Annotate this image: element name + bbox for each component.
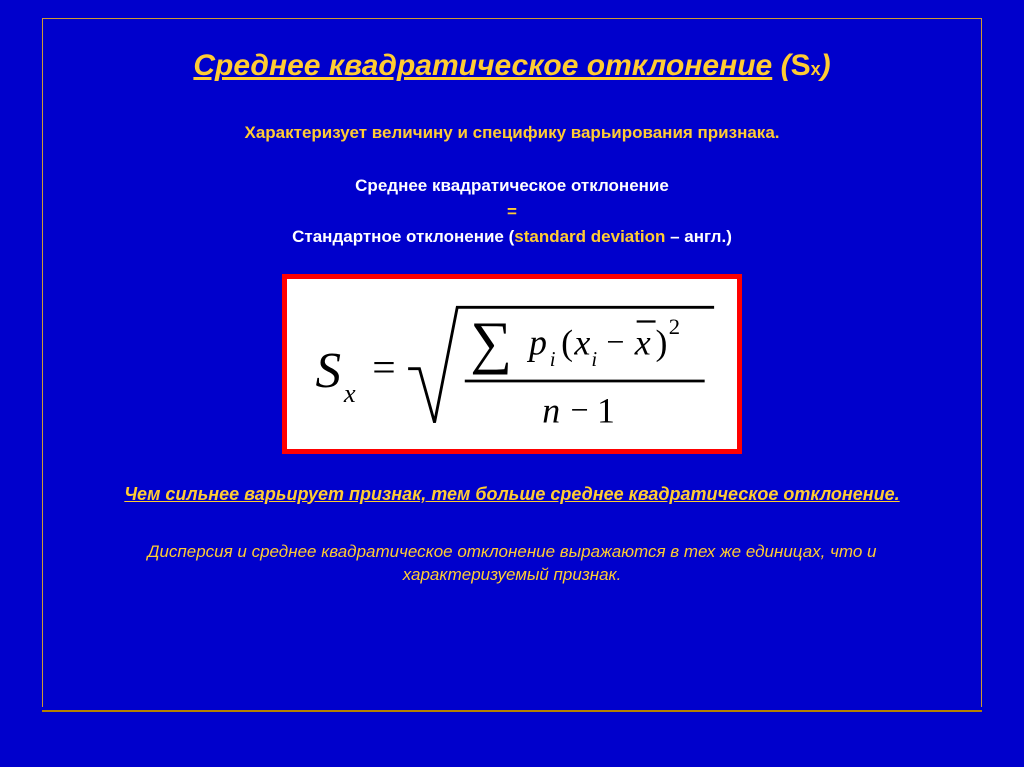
- formula-xi-sub: i: [591, 347, 597, 370]
- formula-n: n: [542, 390, 560, 430]
- formula-svg: S x = ∑ p i ( x i − x ) 2: [287, 279, 737, 449]
- formula-S-sub: x: [343, 377, 356, 407]
- title-symbol: S: [791, 49, 811, 82]
- formula-open: (: [561, 322, 573, 362]
- formula-p-sub: i: [550, 347, 556, 370]
- formula-box: S x = ∑ p i ( x i − x ) 2: [282, 274, 742, 454]
- sigma-icon: ∑: [470, 310, 512, 375]
- formula-xbar: x: [634, 322, 651, 362]
- def-line2-prefix: Стандартное отклонение (: [292, 227, 514, 246]
- formula-equals: =: [372, 344, 395, 390]
- definition-block: Среднее квадратическое отклонение = Стан…: [63, 173, 961, 250]
- note-text: Дисперсия и среднее квадратическое откло…: [63, 540, 961, 588]
- def-line2-yellow: standard deviation: [514, 227, 665, 246]
- subtitle: Характеризует величину и специфику варьи…: [63, 123, 961, 143]
- formula-xi: x: [573, 322, 590, 362]
- formula-one: 1: [597, 390, 615, 430]
- formula-minus-num: −: [606, 323, 624, 359]
- def-line2-suffix: – англ.): [665, 227, 731, 246]
- title-close: ): [821, 49, 831, 82]
- formula-S: S: [316, 343, 342, 399]
- formula-power: 2: [669, 313, 680, 338]
- formula-p: p: [526, 322, 547, 362]
- title-underlined: Среднее квадратическое отклонение: [193, 49, 772, 82]
- formula-close: ): [656, 322, 668, 362]
- slide-title: Среднее квадратическое отклонение (Sx): [63, 49, 961, 83]
- formula-container: S x = ∑ p i ( x i − x ) 2: [63, 274, 961, 454]
- rule-text: Чем сильнее варьирует признак, тем больш…: [63, 484, 961, 505]
- title-subscript: x: [811, 59, 821, 79]
- slide-frame: Среднее квадратическое отклонение (Sx) Х…: [42, 18, 982, 707]
- formula-minus-den: −: [571, 391, 589, 427]
- def-equals: =: [63, 199, 961, 225]
- bottom-divider: [42, 710, 982, 712]
- title-open: (: [772, 49, 790, 82]
- def-line1: Среднее квадратическое отклонение: [355, 176, 669, 195]
